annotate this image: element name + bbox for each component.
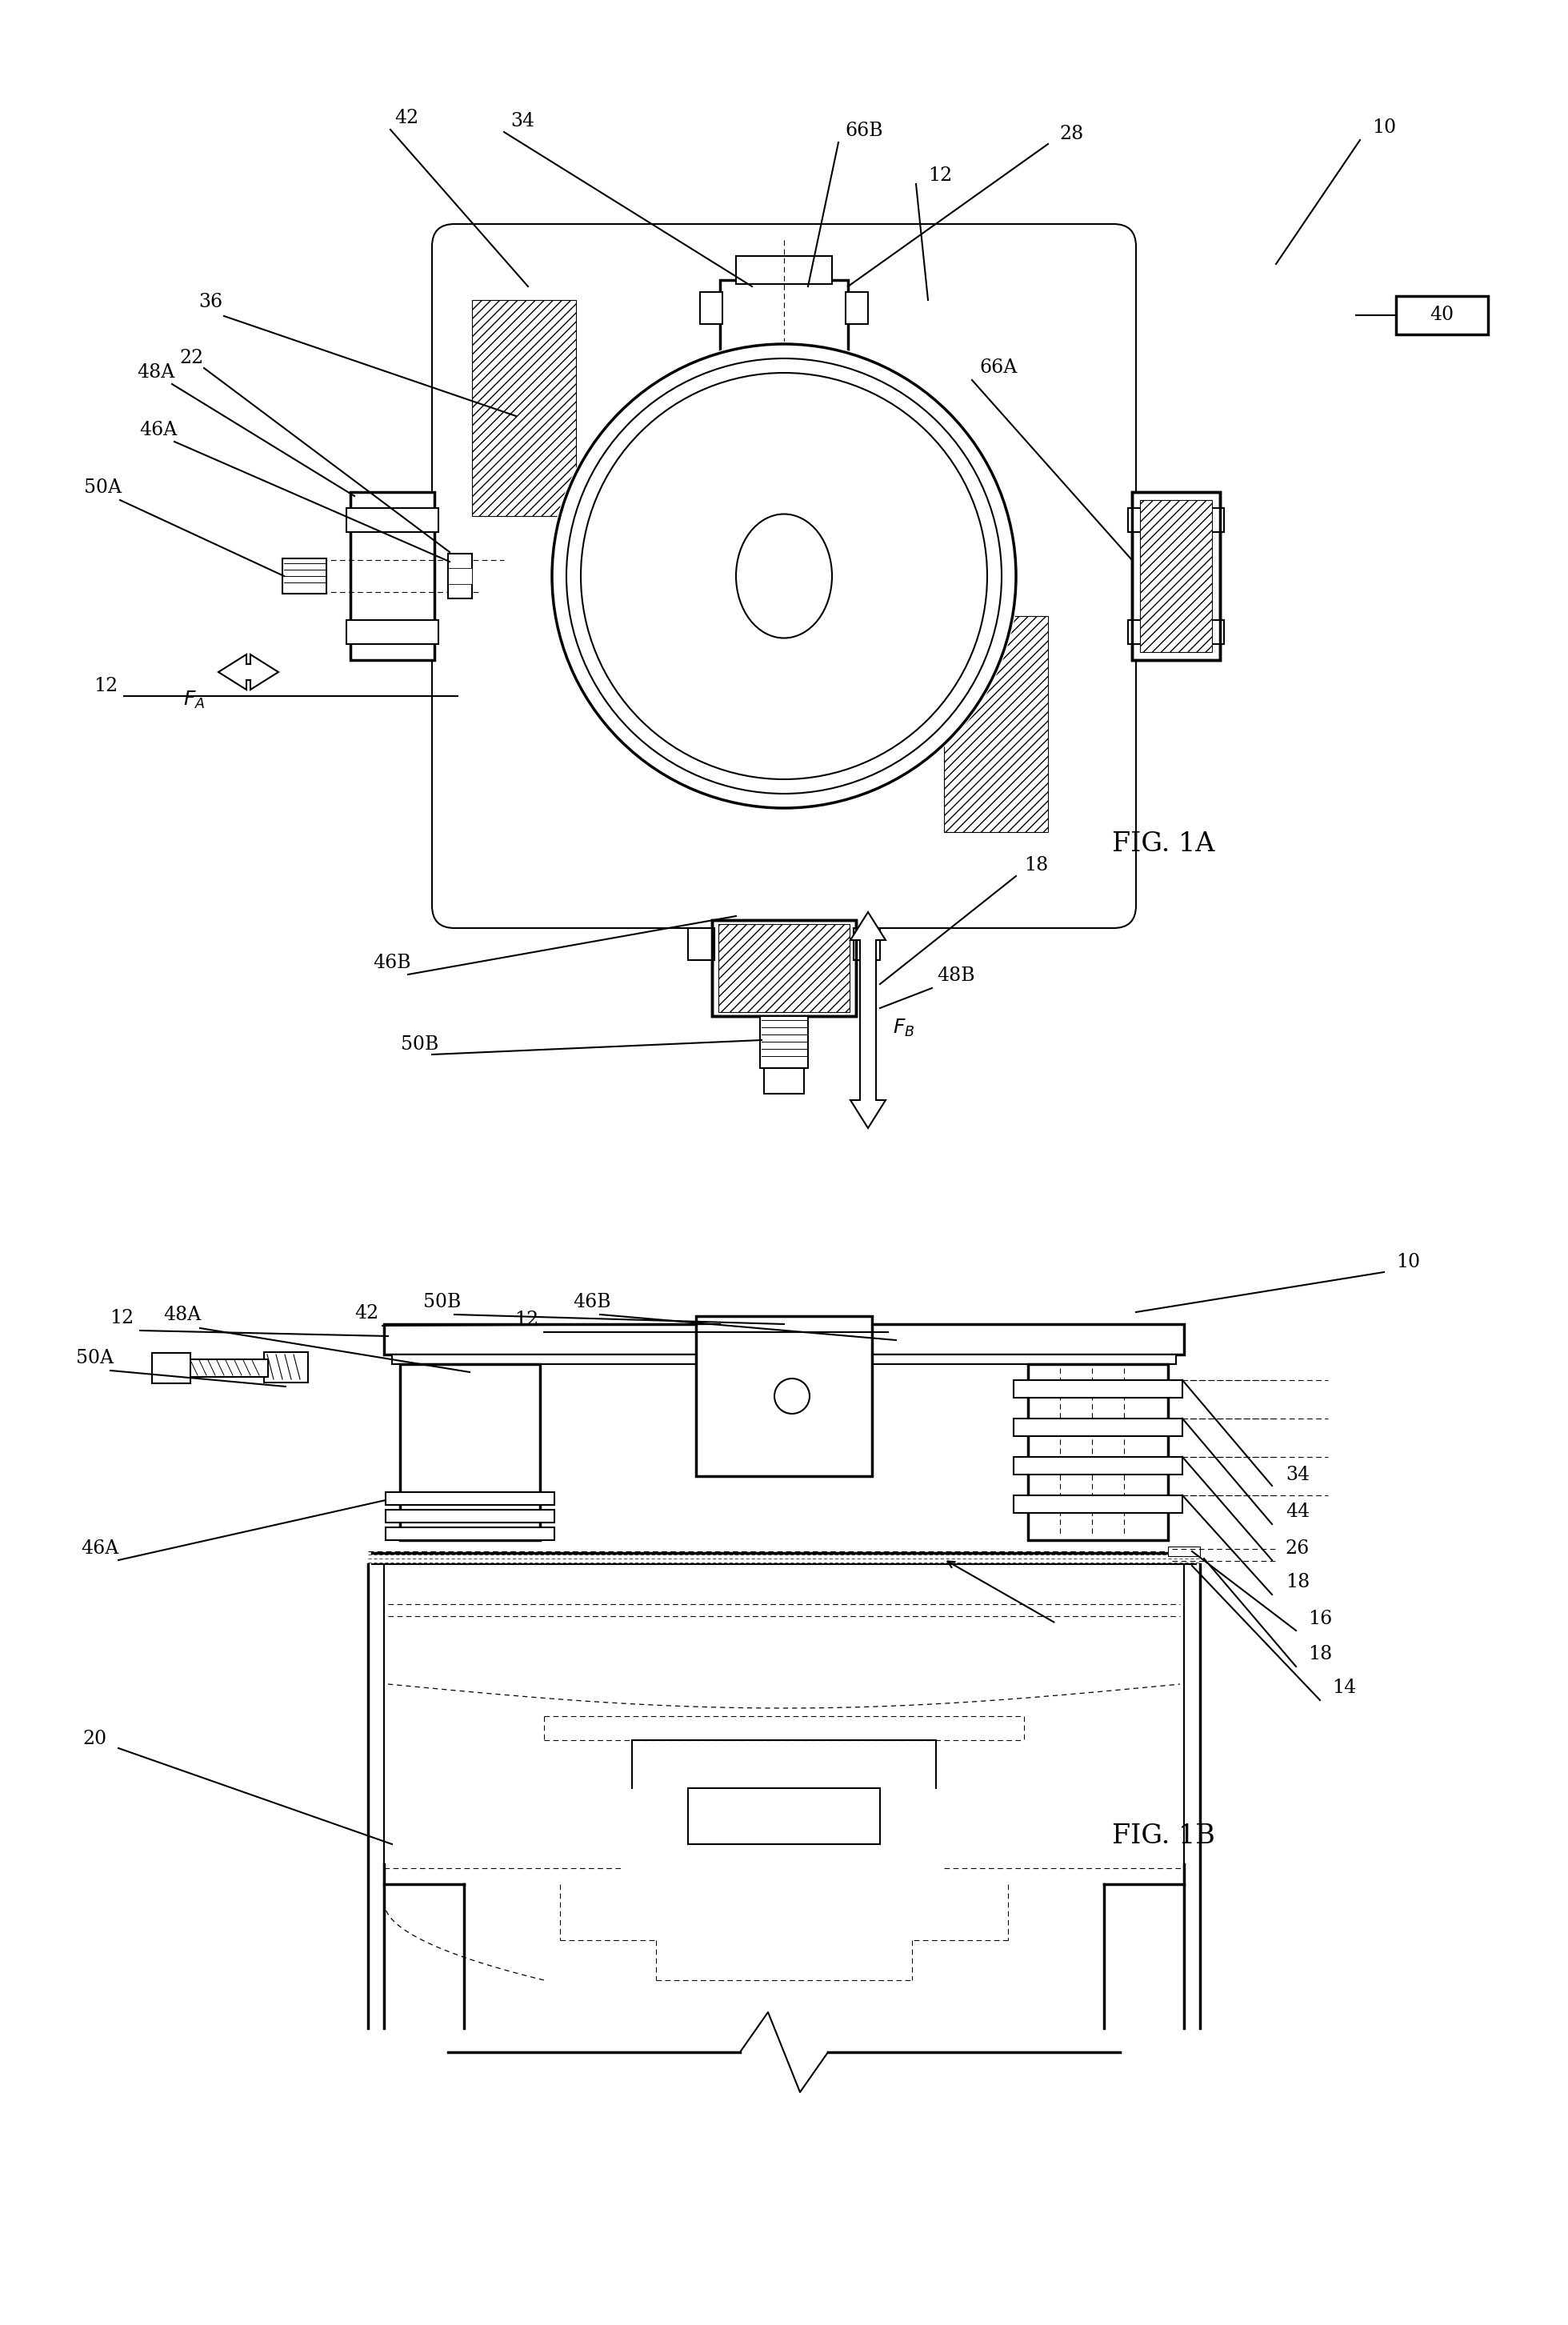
Text: 48A: 48A bbox=[163, 1307, 201, 1325]
Bar bbox=[718, 923, 850, 1011]
Bar bbox=[350, 493, 434, 660]
Bar bbox=[1127, 509, 1225, 532]
Text: 12: 12 bbox=[110, 1309, 133, 1328]
Text: 66B: 66B bbox=[845, 121, 883, 139]
Bar bbox=[688, 928, 715, 960]
FancyBboxPatch shape bbox=[433, 223, 1135, 928]
Bar bbox=[152, 1353, 190, 1383]
FancyBboxPatch shape bbox=[442, 232, 1126, 918]
Text: 46A: 46A bbox=[140, 421, 177, 439]
Bar bbox=[1168, 1546, 1200, 1555]
Text: 12: 12 bbox=[928, 167, 952, 186]
Text: 50A: 50A bbox=[75, 1348, 113, 1367]
Text: 48B: 48B bbox=[938, 967, 975, 986]
Bar bbox=[1029, 1365, 1168, 1539]
Bar bbox=[944, 616, 1047, 832]
Text: FIG. 1A: FIG. 1A bbox=[1112, 832, 1215, 858]
Bar bbox=[1013, 1458, 1182, 1474]
Bar bbox=[347, 621, 439, 644]
Bar bbox=[1127, 621, 1225, 644]
Bar bbox=[1132, 493, 1220, 660]
Bar bbox=[720, 279, 848, 377]
Bar bbox=[448, 567, 472, 584]
Polygon shape bbox=[850, 911, 886, 1128]
Text: 46B: 46B bbox=[373, 953, 411, 972]
Bar bbox=[853, 928, 880, 960]
Text: 14: 14 bbox=[1331, 1679, 1356, 1697]
Bar bbox=[384, 1325, 1184, 1355]
Bar bbox=[1132, 493, 1220, 660]
Text: 42: 42 bbox=[354, 1304, 378, 1323]
Ellipse shape bbox=[735, 514, 833, 637]
Bar bbox=[760, 1016, 808, 1067]
Text: 18: 18 bbox=[1024, 856, 1047, 874]
Text: 28: 28 bbox=[1060, 126, 1083, 142]
Text: 12: 12 bbox=[94, 677, 118, 695]
Text: 46A: 46A bbox=[82, 1539, 119, 1558]
Text: 20: 20 bbox=[83, 1730, 107, 1748]
Bar bbox=[386, 1528, 555, 1539]
Bar bbox=[386, 1493, 555, 1504]
Text: 12: 12 bbox=[514, 1309, 538, 1328]
Polygon shape bbox=[218, 653, 279, 691]
Bar bbox=[386, 1509, 555, 1523]
Text: 18: 18 bbox=[1286, 1574, 1309, 1593]
Text: 22: 22 bbox=[180, 349, 204, 367]
Bar bbox=[263, 1353, 307, 1383]
Bar bbox=[400, 1365, 539, 1539]
Bar bbox=[764, 1067, 804, 1093]
Bar bbox=[472, 300, 575, 516]
Bar bbox=[1396, 295, 1488, 335]
Ellipse shape bbox=[735, 514, 833, 637]
Bar bbox=[392, 1355, 1176, 1365]
Text: 66A: 66A bbox=[980, 358, 1018, 377]
Circle shape bbox=[552, 344, 1016, 809]
Text: $F_A$: $F_A$ bbox=[183, 691, 205, 711]
Bar bbox=[699, 293, 723, 323]
Text: 50A: 50A bbox=[83, 479, 121, 498]
Bar bbox=[448, 553, 472, 598]
Circle shape bbox=[580, 372, 988, 779]
Text: 34: 34 bbox=[510, 112, 535, 130]
Text: 42: 42 bbox=[394, 109, 419, 128]
Text: 26: 26 bbox=[1286, 1539, 1309, 1558]
Circle shape bbox=[775, 1379, 809, 1414]
Bar bbox=[1140, 500, 1212, 651]
Bar bbox=[845, 293, 869, 323]
Bar bbox=[347, 509, 439, 532]
Bar bbox=[712, 921, 856, 1016]
Circle shape bbox=[550, 342, 1018, 811]
Text: 40: 40 bbox=[1430, 307, 1454, 326]
Text: 46B: 46B bbox=[572, 1293, 612, 1311]
Bar bbox=[1013, 1381, 1182, 1397]
Bar bbox=[1013, 1418, 1182, 1437]
Text: 10: 10 bbox=[1372, 119, 1396, 137]
Text: 36: 36 bbox=[198, 293, 223, 312]
Bar bbox=[712, 921, 856, 1016]
Text: 18: 18 bbox=[1308, 1646, 1333, 1665]
Text: $F_B$: $F_B$ bbox=[894, 1018, 914, 1039]
Text: 34: 34 bbox=[1286, 1465, 1309, 1483]
Bar bbox=[696, 1316, 872, 1476]
Bar bbox=[282, 558, 326, 593]
Text: 50B: 50B bbox=[401, 1035, 439, 1053]
Text: 16: 16 bbox=[1308, 1609, 1333, 1627]
Text: FIG. 1B: FIG. 1B bbox=[1112, 1823, 1215, 1848]
Bar bbox=[188, 1360, 268, 1376]
Text: 50B: 50B bbox=[423, 1293, 461, 1311]
Text: 44: 44 bbox=[1286, 1502, 1309, 1521]
Bar bbox=[735, 256, 833, 284]
Bar bbox=[1013, 1495, 1182, 1514]
Text: 10: 10 bbox=[1396, 1253, 1421, 1272]
Text: 48A: 48A bbox=[136, 363, 176, 381]
